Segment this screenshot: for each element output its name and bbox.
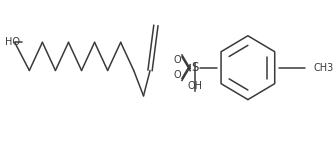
Text: CH3: CH3 [313, 63, 333, 73]
Text: O: O [173, 70, 181, 80]
Text: O: O [173, 55, 181, 65]
Text: OH: OH [187, 81, 203, 91]
Text: HO: HO [5, 37, 20, 47]
Text: S: S [192, 61, 199, 74]
